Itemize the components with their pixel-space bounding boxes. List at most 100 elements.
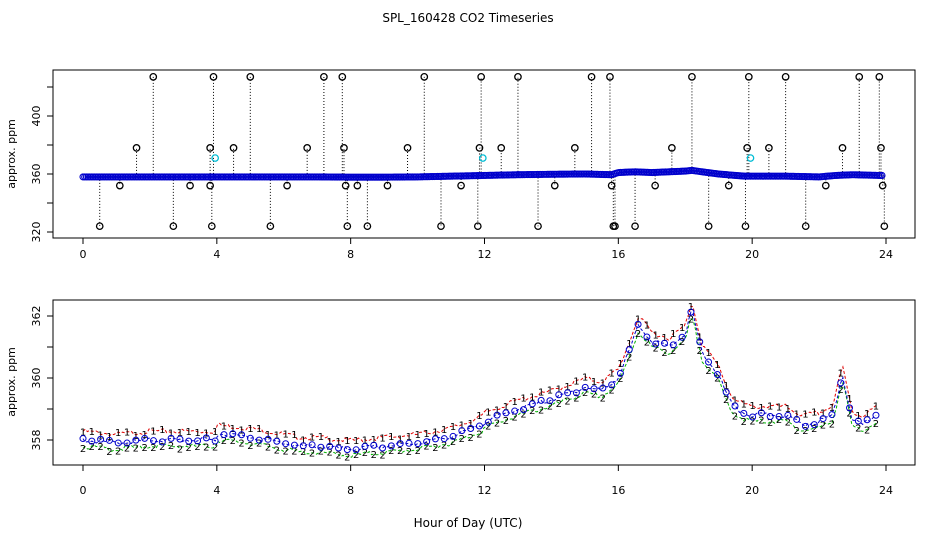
series-2-glyph: 2 bbox=[371, 450, 377, 461]
bottom-y-tick-label: 362 bbox=[30, 306, 43, 327]
series-2-glyph: 2 bbox=[423, 441, 429, 452]
series-1-glyph: 1 bbox=[362, 435, 368, 446]
series-2-glyph: 2 bbox=[749, 416, 755, 427]
series-3-point bbox=[863, 416, 871, 424]
series-3-point bbox=[211, 437, 219, 445]
series-2-glyph: 2 bbox=[547, 401, 553, 412]
series-1-glyph: 1 bbox=[829, 403, 835, 414]
series-1-glyph: 1 bbox=[547, 385, 553, 396]
outlier-point bbox=[875, 73, 884, 81]
series-3-point bbox=[775, 412, 783, 420]
series-3-point bbox=[229, 430, 237, 438]
series-3-point bbox=[282, 440, 290, 448]
series-2-glyph: 2 bbox=[591, 389, 597, 400]
series-1-glyph: 1 bbox=[846, 394, 852, 405]
series-2-glyph: 2 bbox=[168, 441, 174, 452]
series-2-glyph: 2 bbox=[494, 418, 500, 429]
series-2-glyph: 2 bbox=[318, 446, 324, 457]
series-1-glyph: 1 bbox=[432, 427, 438, 438]
series-2-glyph: 2 bbox=[335, 450, 341, 461]
series-3-point bbox=[185, 437, 193, 445]
outlier-point bbox=[457, 181, 465, 190]
top-y-axis-label: approx. ppm bbox=[5, 119, 18, 189]
series-1-glyph: 1 bbox=[758, 403, 764, 414]
series-2-glyph: 2 bbox=[679, 337, 685, 348]
top-x-tick-label: 12 bbox=[478, 248, 492, 261]
series-2-glyph: 2 bbox=[723, 395, 729, 406]
outlier-point bbox=[878, 181, 887, 190]
series-1-glyph: 1 bbox=[573, 377, 579, 388]
series-1-line bbox=[82, 305, 877, 443]
series-3-point bbox=[766, 412, 774, 420]
series-3-point bbox=[493, 411, 501, 419]
series-3-point bbox=[343, 446, 351, 454]
outlier-point bbox=[838, 144, 847, 152]
series-3-point bbox=[678, 333, 686, 341]
series-1-glyph: 1 bbox=[291, 430, 297, 441]
series-3-point bbox=[784, 411, 792, 419]
bottom-x-tick-label: 4 bbox=[213, 484, 220, 497]
series-1-glyph: 1 bbox=[150, 427, 156, 438]
series-1-glyph: 1 bbox=[538, 387, 544, 398]
series-3-point bbox=[167, 434, 175, 442]
series-3-point bbox=[652, 340, 660, 348]
series-3-point bbox=[793, 415, 801, 423]
series-3-point bbox=[440, 435, 448, 443]
series-1-glyph: 1 bbox=[406, 432, 412, 443]
series-3-point bbox=[194, 437, 202, 445]
series-2-glyph: 2 bbox=[309, 449, 315, 460]
top-data-layer bbox=[79, 73, 889, 231]
series-1-glyph: 1 bbox=[115, 428, 121, 439]
series-3-point bbox=[564, 389, 572, 397]
outlier-point bbox=[186, 181, 194, 190]
outlier-point bbox=[765, 144, 773, 152]
series-2-glyph: 2 bbox=[362, 448, 368, 459]
series-2-glyph: 2 bbox=[653, 344, 659, 355]
series-1-glyph: 1 bbox=[133, 431, 139, 442]
series-2-glyph: 2 bbox=[476, 430, 482, 441]
series-3-point bbox=[449, 432, 457, 440]
series-2-glyph: 2 bbox=[150, 443, 156, 454]
series-2-glyph: 2 bbox=[467, 433, 473, 444]
series-1-glyph: 1 bbox=[855, 411, 861, 422]
series-2-glyph: 2 bbox=[80, 444, 86, 455]
series-3-point bbox=[475, 422, 483, 430]
series-1-glyph: 1 bbox=[494, 405, 500, 416]
series-3-point bbox=[176, 435, 184, 443]
flag-point bbox=[211, 154, 220, 162]
outlier-point bbox=[477, 73, 486, 81]
series-2-glyph: 2 bbox=[697, 346, 703, 357]
series-2-glyph: 2 bbox=[327, 448, 333, 459]
outlier-point bbox=[607, 181, 616, 190]
series-2-glyph: 2 bbox=[855, 424, 861, 435]
outlier-point bbox=[704, 222, 713, 231]
series-1-glyph: 1 bbox=[282, 429, 288, 440]
series-3-point bbox=[423, 438, 431, 446]
outlier-point bbox=[206, 181, 214, 190]
series-3-point bbox=[238, 431, 246, 439]
series-1-glyph: 1 bbox=[203, 429, 209, 440]
series-2-glyph: 2 bbox=[379, 450, 385, 461]
series-2-glyph: 2 bbox=[265, 442, 271, 453]
series-1-glyph: 1 bbox=[177, 428, 183, 439]
series-2-glyph: 2 bbox=[661, 348, 667, 359]
series-3-point bbox=[722, 388, 730, 396]
series-1-glyph: 1 bbox=[776, 402, 782, 413]
series-3-point bbox=[801, 422, 809, 430]
series-2-glyph: 2 bbox=[846, 409, 852, 420]
series-1-glyph: 1 bbox=[661, 333, 667, 344]
series-2-glyph: 2 bbox=[838, 385, 844, 396]
outlier-point bbox=[651, 181, 659, 190]
series-2-glyph: 2 bbox=[106, 447, 112, 458]
series-2-glyph: 2 bbox=[291, 447, 297, 458]
series-3-point bbox=[141, 434, 149, 442]
series-3-point bbox=[202, 434, 210, 442]
figure-title: SPL_160428 CO2 Timeseries bbox=[382, 11, 553, 25]
series-3-point bbox=[88, 437, 96, 445]
series-2-glyph: 2 bbox=[300, 447, 306, 458]
top-x-tick-label: 16 bbox=[611, 248, 625, 261]
bottom-y-axis-label: approx. ppm bbox=[5, 347, 18, 417]
series-2-glyph: 2 bbox=[247, 441, 253, 452]
series-1-glyph: 1 bbox=[556, 384, 562, 395]
series-2-glyph: 2 bbox=[353, 450, 359, 461]
